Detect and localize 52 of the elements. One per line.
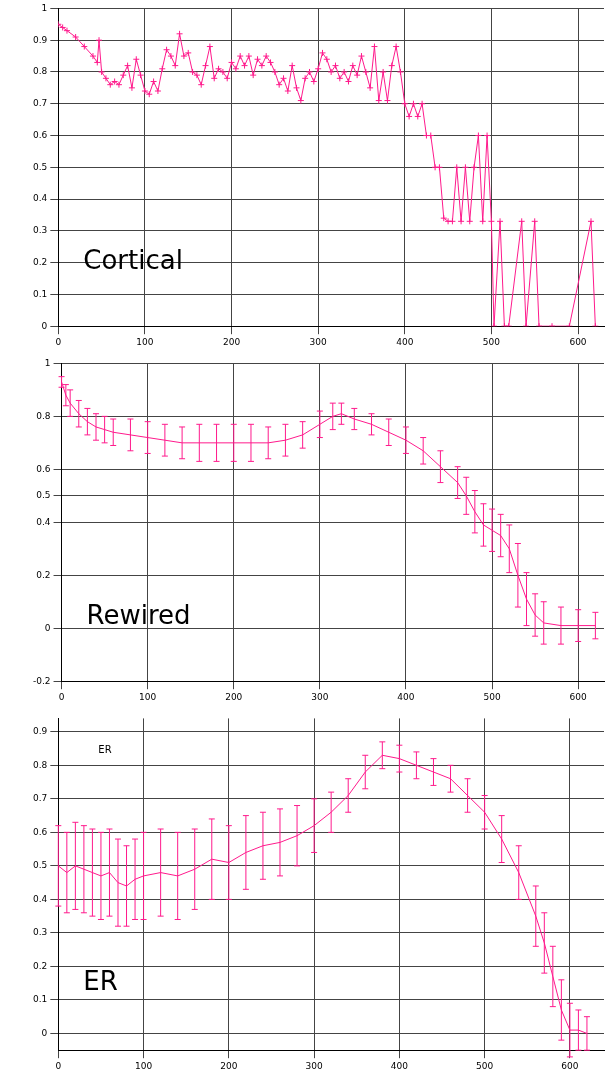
y-tick-label: 0.1 (32, 994, 48, 1005)
y-tick-label: 0.2 (36, 569, 51, 580)
y-tick-label: 0.6 (32, 129, 48, 140)
x-tick-label: 600 (561, 1060, 579, 1071)
y-tick-label: 0.7 (32, 793, 48, 804)
y-tick-label: 0.7 (32, 98, 48, 109)
y-tick-label: 0.8 (36, 410, 51, 421)
y-tick-label: 0.6 (32, 826, 48, 837)
y-tick-label: 1 (41, 2, 48, 13)
y-tick-label: 0.9 (32, 34, 48, 45)
y-tick-label: 0.6 (36, 463, 51, 474)
x-tick-label: 300 (305, 1060, 323, 1071)
y-tick-label: 0.2 (32, 256, 48, 267)
x-tick-label: 500 (476, 1060, 494, 1071)
annotation: ER (83, 966, 118, 997)
x-tick-label: 200 (222, 336, 241, 347)
y-tick-label: 1 (44, 357, 51, 368)
y-tick-label: 0.8 (32, 66, 48, 77)
x-tick-label: 600 (569, 336, 587, 347)
x-tick-label: 400 (396, 336, 414, 347)
y-tick-label: 0.5 (32, 161, 48, 172)
x-tick-label: 0 (55, 1060, 62, 1071)
x-tick-label: 0 (58, 691, 65, 702)
y-tick-label: 0 (41, 1027, 48, 1038)
x-tick-label: 400 (390, 1060, 409, 1071)
y-tick-label: 0 (44, 622, 51, 633)
y-tick-label: 0.8 (32, 759, 48, 770)
y-tick-label: 0.4 (32, 893, 48, 904)
y-tick-label: 0.5 (36, 490, 51, 501)
x-tick-label: 100 (134, 1060, 153, 1071)
x-tick-label: 200 (225, 691, 243, 702)
y-tick-label: 0.2 (32, 960, 48, 971)
x-tick-label: 0 (55, 336, 62, 347)
x-tick-label: 100 (139, 691, 157, 702)
annotation: ER (98, 744, 112, 756)
y-tick-label: 0.1 (32, 288, 48, 299)
y-tick-label: 0.3 (32, 927, 48, 938)
y-tick-label: 0.3 (32, 225, 48, 236)
y-tick-label: 0 (41, 320, 48, 331)
y-tick-label: 0.5 (32, 860, 48, 871)
x-tick-label: 500 (483, 691, 501, 702)
x-tick-label: 300 (311, 691, 329, 702)
y-tick-label: 0.4 (36, 516, 51, 527)
y-tick-label: 0.4 (32, 193, 48, 204)
x-tick-label: 200 (220, 1060, 238, 1071)
y-tick-label: -0.2 (33, 675, 51, 686)
x-tick-label: 600 (569, 691, 588, 702)
x-tick-label: 100 (136, 336, 154, 347)
x-tick-label: 500 (482, 336, 501, 347)
x-tick-label: 300 (309, 336, 328, 347)
y-tick-label: 0.9 (32, 726, 48, 737)
x-tick-label: 400 (397, 691, 415, 702)
